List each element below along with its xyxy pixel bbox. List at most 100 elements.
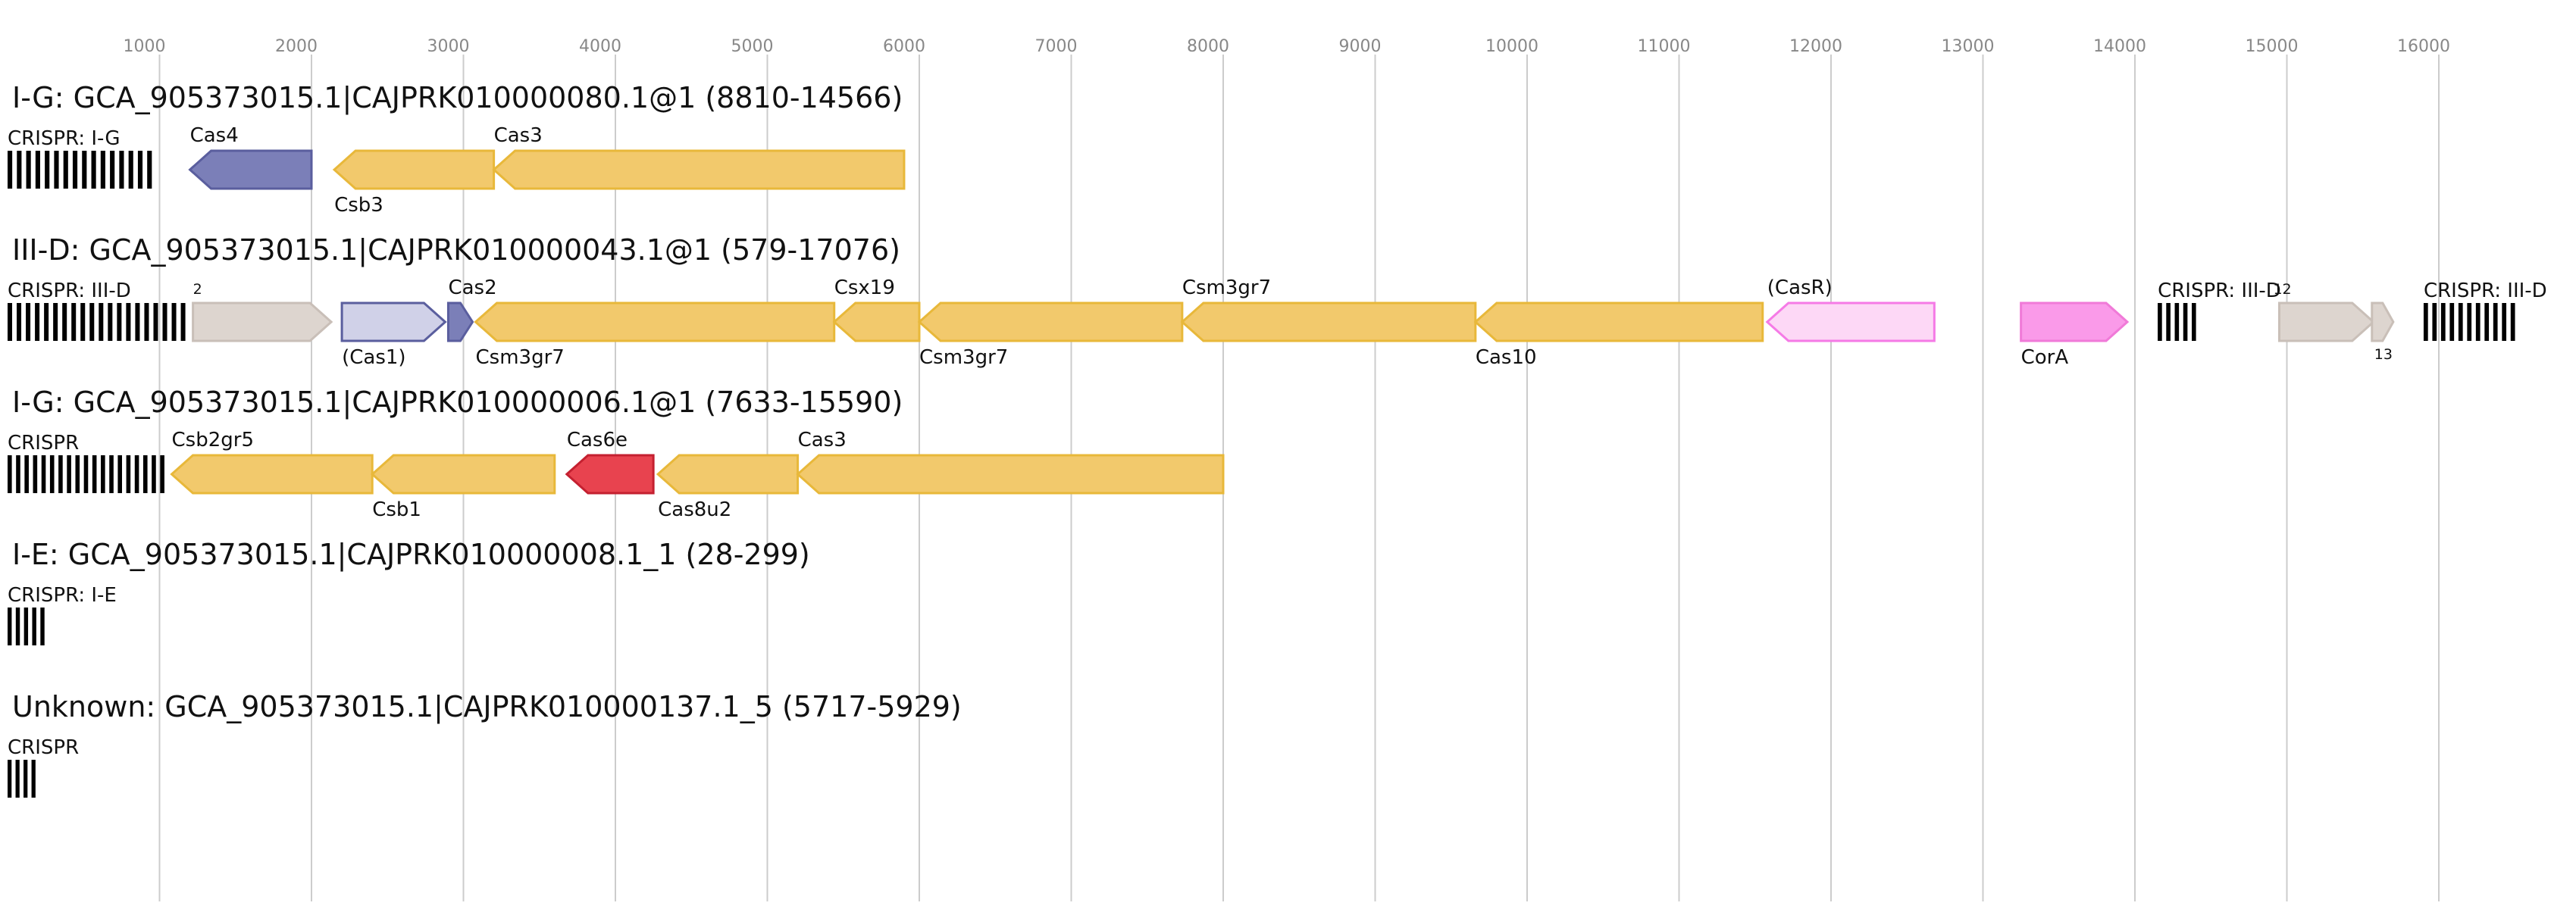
crispr-repeat-bar [153,303,158,341]
gene-arrow-12 [2277,301,2376,342]
gene-arrow-cas6e [565,454,655,495]
crispr-repeat-bar [137,151,143,189]
gene-arrow-cas3 [796,454,1225,495]
crispr-repeat-bar [2484,303,2490,341]
crispr-repeat-bar [32,608,36,645]
crispr-repeat-bar [117,455,123,493]
crispr-repeat-bar [31,760,36,798]
gene-arrow-csm3gr7 [1180,301,1477,342]
locus-track: I-E: GCA_905373015.1|CAJPRK010000008.1_1… [8,538,810,645]
locus-title: I-G: GCA_905373015.1|CAJPRK010000006.1@1… [12,386,903,420]
crispr-repeat-bar [49,455,55,493]
crispr-repeat-bar [142,455,148,493]
crispr-repeat-bar [117,303,122,341]
crispr-repeat-bar [101,455,105,493]
crispr-repeat-bar [26,303,31,341]
axis-tick-label: 3000 [427,37,470,56]
crispr-repeat-bar [109,455,114,493]
gene-label: Cas8u2 [658,498,731,521]
locus-track: III-D: GCA_905373015.1|CAJPRK010000043.1… [8,233,2547,369]
crispr-repeat-bar [44,303,49,341]
gene-label: 13 [2374,346,2393,363]
gene-label: Csm3gr7 [476,346,565,369]
gene-label: 12 [2273,281,2291,298]
crispr-repeat-bar [147,151,152,189]
crispr-repeat-bar [35,303,40,341]
gene-arrow-csm3gr7 [917,301,1184,342]
gene-arrow-csx19 [832,301,921,342]
gene-arrow-cora [2020,301,2130,342]
crispr-repeat-bar [2510,303,2515,341]
crispr-repeat-bar [99,303,104,341]
crispr-repeat-bar [2423,303,2428,341]
crispr-array-label: CRISPR: I-G [8,127,121,150]
gene-arrow-csb1 [370,454,556,495]
crispr-repeat-bar [26,151,31,189]
locus-track: Unknown: GCA_905373015.1|CAJPRK010000137… [8,690,962,798]
crispr-repeat-bar [16,455,20,493]
crispr-array-label: CRISPR: III-D [2158,280,2281,302]
gene-label: (CasR) [1767,276,1833,299]
axis-tick-label: 13000 [1942,37,1995,56]
crispr-repeat-bar [8,303,13,341]
crispr-repeat-bar [40,608,45,645]
crispr-repeat-bar [72,151,78,189]
axis-tick-label: 16000 [2397,37,2450,56]
gene-arrow-cas4 [188,149,313,190]
axis-tick-label: 12000 [1789,37,1842,56]
crispr-repeat-bar [17,303,22,341]
crispr-repeat-bar [45,151,50,189]
gene-label: CorA [2021,346,2069,369]
axis-tick-label: 8000 [1187,37,1229,56]
crispr-repeat-bar [71,303,77,341]
axis-tick-label: 5000 [731,37,774,56]
gene-arrow-csb2gr5 [170,454,374,495]
locus-track: I-G: GCA_905373015.1|CAJPRK010000006.1@1… [8,386,1225,521]
gene-label: Cas3 [494,124,543,147]
crispr-repeat-bar [75,455,80,493]
crispr-repeat-bar [8,608,12,645]
gene-label: Cas2 [448,276,496,299]
crispr-repeat-bar [15,608,20,645]
gene-label: Csm3gr7 [1182,276,1271,299]
crispr-repeat-bar [110,151,115,189]
crispr-repeat-bar [91,151,96,189]
crispr-repeat-bar [100,151,105,189]
crispr-array-label: CRISPR [8,432,79,454]
axis-tick-label: 2000 [275,37,318,56]
crispr-repeat-bar [160,455,164,493]
axis-tick-label: 15000 [2246,37,2299,56]
axis-tick-label: 10000 [1485,37,1538,56]
crispr-repeat-bar [80,303,86,341]
crispr-repeat-bar [126,303,131,341]
crispr-repeat-bar [2458,303,2463,341]
crispr-repeat-bar [171,303,177,341]
crispr-repeat-bar [89,303,95,341]
locus-title: Unknown: GCA_905373015.1|CAJPRK010000137… [12,690,962,724]
gene-label: Csm3gr7 [919,346,1008,369]
gene-label: (Cas1) [342,346,405,369]
axis-tick-label: 9000 [1339,37,1382,56]
crispr-repeat-bar [15,760,20,798]
axis-tick-label: 14000 [2093,37,2146,56]
crispr-repeat-bar [2432,303,2437,341]
crispr-repeat-bar [2493,303,2498,341]
axis-tick-label: 6000 [883,37,925,56]
crispr-repeat-bar [53,303,58,341]
crispr-repeat-bar [24,455,29,493]
axis-tick-label: 4000 [579,37,621,56]
crispr-repeat-bar [108,303,113,341]
crispr-repeat-bar [58,455,63,493]
gene-label: Csb2gr5 [172,429,254,451]
crispr-repeat-bar [23,760,28,798]
gene-arrow-cas2 [446,301,474,342]
crispr-repeat-bar [2449,303,2455,341]
locus-title: III-D: GCA_905373015.1|CAJPRK010000043.1… [12,233,900,267]
crispr-repeat-bar [119,151,124,189]
locus-title: I-G: GCA_905373015.1|CAJPRK010000080.1@1… [12,81,903,115]
crispr-repeat-bar [162,303,167,341]
crispr-array-label: CRISPR: III-D [2424,280,2547,302]
crispr-repeat-bar [135,303,140,341]
crispr-repeat-bar [92,455,97,493]
